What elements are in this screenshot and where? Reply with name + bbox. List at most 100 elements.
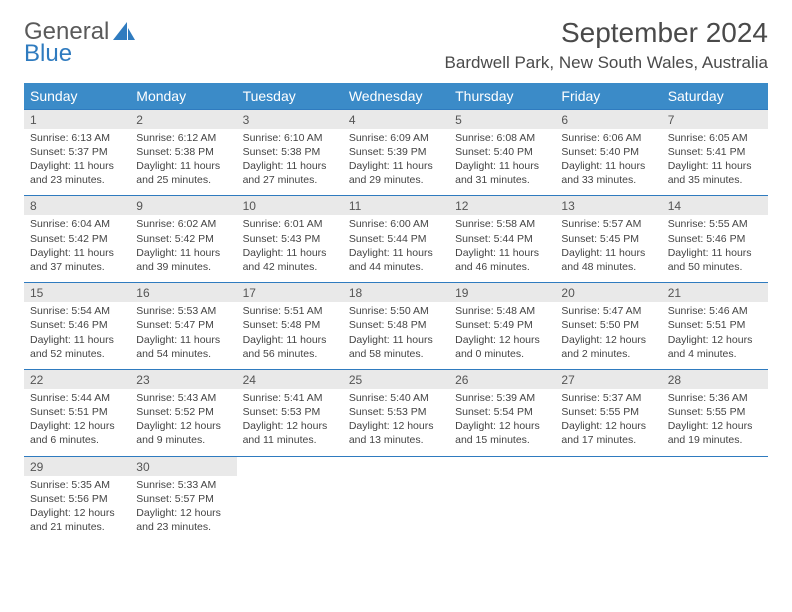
daylight-text-1: Daylight: 11 hours [668, 246, 762, 260]
day-details: Sunrise: 6:02 AMSunset: 5:42 PMDaylight:… [130, 215, 236, 282]
daylight-text-2: and 11 minutes. [243, 433, 337, 447]
sunrise-text: Sunrise: 5:37 AM [561, 391, 655, 405]
calendar-week-row: 29Sunrise: 5:35 AMSunset: 5:56 PMDayligh… [24, 456, 768, 543]
calendar-cell: 21Sunrise: 5:46 AMSunset: 5:51 PMDayligh… [662, 282, 768, 369]
daylight-text-1: Daylight: 12 hours [668, 419, 762, 433]
day-number: 6 [555, 110, 661, 129]
calendar-cell: 25Sunrise: 5:40 AMSunset: 5:53 PMDayligh… [343, 369, 449, 456]
sunrise-text: Sunrise: 6:09 AM [349, 131, 443, 145]
calendar-header-row: SundayMondayTuesdayWednesdayThursdayFrid… [24, 83, 768, 109]
calendar-cell: 5Sunrise: 6:08 AMSunset: 5:40 PMDaylight… [449, 109, 555, 196]
sunrise-text: Sunrise: 6:01 AM [243, 217, 337, 231]
sunrise-text: Sunrise: 5:36 AM [668, 391, 762, 405]
sunrise-text: Sunrise: 6:13 AM [30, 131, 124, 145]
sunset-text: Sunset: 5:51 PM [30, 405, 124, 419]
sunset-text: Sunset: 5:39 PM [349, 145, 443, 159]
calendar-cell: 20Sunrise: 5:47 AMSunset: 5:50 PMDayligh… [555, 282, 661, 369]
day-number: 23 [130, 370, 236, 389]
daylight-text-1: Daylight: 12 hours [561, 419, 655, 433]
day-number: 12 [449, 196, 555, 215]
daylight-text-2: and 35 minutes. [668, 173, 762, 187]
calendar-cell: 6Sunrise: 6:06 AMSunset: 5:40 PMDaylight… [555, 109, 661, 196]
daylight-text-2: and 58 minutes. [349, 347, 443, 361]
sunrise-text: Sunrise: 5:43 AM [136, 391, 230, 405]
day-number: 24 [237, 370, 343, 389]
day-details: Sunrise: 6:10 AMSunset: 5:38 PMDaylight:… [237, 129, 343, 196]
day-details: Sunrise: 5:48 AMSunset: 5:49 PMDaylight:… [449, 302, 555, 369]
sunset-text: Sunset: 5:47 PM [136, 318, 230, 332]
day-details: Sunrise: 5:40 AMSunset: 5:53 PMDaylight:… [343, 389, 449, 456]
day-number: 19 [449, 283, 555, 302]
daylight-text-1: Daylight: 12 hours [243, 419, 337, 433]
daylight-text-1: Daylight: 11 hours [243, 333, 337, 347]
daylight-text-1: Daylight: 11 hours [455, 246, 549, 260]
daylight-text-2: and 13 minutes. [349, 433, 443, 447]
calendar-cell: 11Sunrise: 6:00 AMSunset: 5:44 PMDayligh… [343, 195, 449, 282]
daylight-text-1: Daylight: 11 hours [136, 159, 230, 173]
calendar-cell: 12Sunrise: 5:58 AMSunset: 5:44 PMDayligh… [449, 195, 555, 282]
sunset-text: Sunset: 5:49 PM [455, 318, 549, 332]
daylight-text-1: Daylight: 11 hours [30, 333, 124, 347]
day-details: Sunrise: 6:08 AMSunset: 5:40 PMDaylight:… [449, 129, 555, 196]
daylight-text-1: Daylight: 11 hours [349, 333, 443, 347]
daylight-text-1: Daylight: 11 hours [243, 246, 337, 260]
daylight-text-1: Daylight: 11 hours [243, 159, 337, 173]
weekday-header: Thursday [449, 83, 555, 109]
daylight-text-2: and 31 minutes. [455, 173, 549, 187]
daylight-text-2: and 39 minutes. [136, 260, 230, 274]
day-details: Sunrise: 6:01 AMSunset: 5:43 PMDaylight:… [237, 215, 343, 282]
calendar-page: General September 2024 Bardwell Park, Ne… [0, 0, 792, 560]
daylight-text-1: Daylight: 11 hours [30, 246, 124, 260]
daylight-text-1: Daylight: 11 hours [136, 246, 230, 260]
sunrise-text: Sunrise: 5:46 AM [668, 304, 762, 318]
calendar-cell: 23Sunrise: 5:43 AMSunset: 5:52 PMDayligh… [130, 369, 236, 456]
daylight-text-2: and 2 minutes. [561, 347, 655, 361]
day-details: Sunrise: 5:57 AMSunset: 5:45 PMDaylight:… [555, 215, 661, 282]
weekday-header: Tuesday [237, 83, 343, 109]
sunset-text: Sunset: 5:56 PM [30, 492, 124, 506]
daylight-text-2: and 21 minutes. [30, 520, 124, 534]
sunset-text: Sunset: 5:43 PM [243, 232, 337, 246]
day-details: Sunrise: 5:33 AMSunset: 5:57 PMDaylight:… [130, 476, 236, 543]
daylight-text-2: and 23 minutes. [136, 520, 230, 534]
sunset-text: Sunset: 5:38 PM [136, 145, 230, 159]
daylight-text-2: and 0 minutes. [455, 347, 549, 361]
day-number: 1 [24, 110, 130, 129]
sunset-text: Sunset: 5:42 PM [30, 232, 124, 246]
day-number: 14 [662, 196, 768, 215]
day-number: 22 [24, 370, 130, 389]
day-number: 15 [24, 283, 130, 302]
daylight-text-2: and 48 minutes. [561, 260, 655, 274]
sunset-text: Sunset: 5:45 PM [561, 232, 655, 246]
day-details: Sunrise: 5:55 AMSunset: 5:46 PMDaylight:… [662, 215, 768, 282]
sunset-text: Sunset: 5:40 PM [561, 145, 655, 159]
daylight-text-2: and 42 minutes. [243, 260, 337, 274]
daylight-text-1: Daylight: 12 hours [30, 419, 124, 433]
calendar-cell: 22 Sunrise: 5:44 AMSunset: 5:51 PMDayligh… [24, 369, 130, 456]
sunset-text: Sunset: 5:46 PM [668, 232, 762, 246]
sunset-text: Sunset: 5:42 PM [136, 232, 230, 246]
calendar-cell: 3Sunrise: 6:10 AMSunset: 5:38 PMDaylight… [237, 109, 343, 196]
sunset-text: Sunset: 5:44 PM [349, 232, 443, 246]
sunset-text: Sunset: 5:50 PM [561, 318, 655, 332]
daylight-text-2: and 17 minutes. [561, 433, 655, 447]
sunrise-text: Sunrise: 5:50 AM [349, 304, 443, 318]
day-details: Sunrise: 5:47 AMSunset: 5:50 PMDaylight:… [555, 302, 661, 369]
day-number: 13 [555, 196, 661, 215]
day-details: Sunrise: 5:39 AMSunset: 5:54 PMDaylight:… [449, 389, 555, 456]
weekday-header: Sunday [24, 83, 130, 109]
calendar-week-row: 1Sunrise: 6:13 AMSunset: 5:37 PMDaylight… [24, 109, 768, 196]
sunrise-text: Sunrise: 6:06 AM [561, 131, 655, 145]
day-number: 25 [343, 370, 449, 389]
sunrise-text: Sunrise: 5:44 AM [30, 391, 124, 405]
day-details: Sunrise: 5:35 AMSunset: 5:56 PMDaylight:… [24, 476, 130, 543]
daylight-text-2: and 33 minutes. [561, 173, 655, 187]
day-number: 30 [130, 457, 236, 476]
sunrise-text: Sunrise: 6:10 AM [243, 131, 337, 145]
day-number: 2 [130, 110, 236, 129]
sunrise-text: Sunrise: 5:57 AM [561, 217, 655, 231]
sunset-text: Sunset: 5:38 PM [243, 145, 337, 159]
day-details: Sunrise: 6:13 AMSunset: 5:37 PMDaylight:… [24, 129, 130, 196]
day-number: 3 [237, 110, 343, 129]
day-number: 17 [237, 283, 343, 302]
